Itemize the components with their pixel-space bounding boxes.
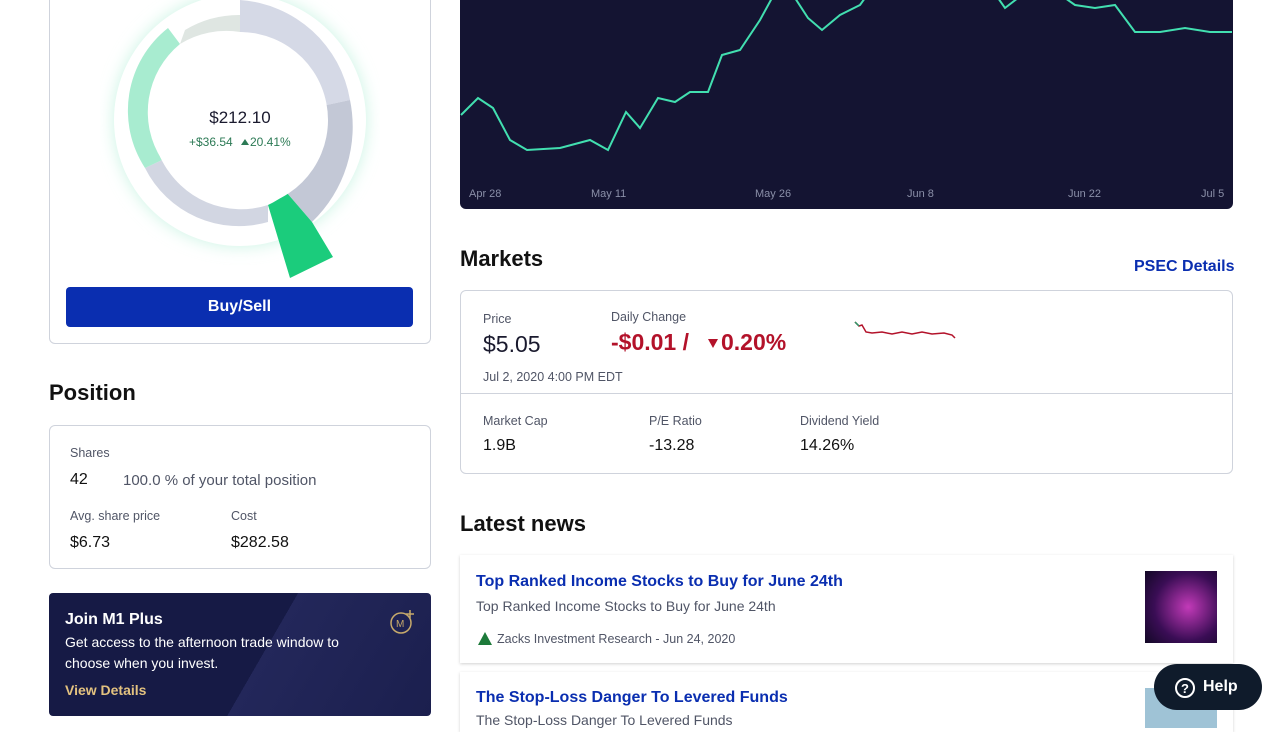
stat-value: -13.28 [649, 437, 695, 454]
price-line [460, 0, 1232, 152]
svg-text:M: M [396, 619, 404, 630]
headline[interactable]: Top Ranked Income Stocks to Buy for June… [476, 573, 843, 590]
x-label: May 26 [755, 188, 792, 200]
label: Price [483, 312, 512, 326]
headline[interactable]: The Stop-Loss Danger To Levered Funds [476, 689, 788, 706]
buy-sell-button[interactable]: Buy/Sell [66, 287, 413, 327]
news-thumbnail [1145, 571, 1217, 643]
cost: $282.58 [231, 534, 289, 551]
stat-value: 1.9B [483, 437, 516, 454]
donut [114, 0, 366, 278]
daily-change-pct: 0.20% [721, 329, 787, 355]
news-title: Latest news [460, 511, 586, 536]
help-button[interactable] [1154, 664, 1262, 710]
shares: 42 [70, 471, 88, 488]
m1-plus-icon: M [390, 610, 414, 634]
daily-change: -$0.01 / [611, 329, 689, 355]
slice [287, 100, 353, 222]
details-link[interactable]: PSEC Details [1134, 258, 1235, 275]
up-icon [241, 139, 249, 145]
avg-price: $6.73 [70, 534, 111, 551]
svg-text:?: ? [1181, 681, 1189, 696]
portfolio-change-pct: 20.41% [250, 135, 291, 149]
slice [127, 28, 180, 168]
help-icon: ? [1175, 678, 1195, 698]
promo-title: Join M1 Plus [65, 611, 163, 628]
promo-link[interactable]: View Details [65, 682, 147, 698]
stat-label: P/E Ratio [649, 414, 702, 428]
x-label: Jun 8 [907, 188, 934, 200]
summary: The Stop-Loss Danger To Levered Funds [476, 712, 733, 728]
x-label: May 11 [591, 188, 627, 200]
sparkline [854, 321, 956, 339]
label: Avg. share price [70, 509, 161, 523]
label: Cost [231, 509, 257, 523]
source-icon [478, 632, 492, 645]
slice [180, 14, 240, 45]
divider [461, 393, 1232, 394]
share-pct: 100.0 % of your total position [123, 472, 317, 489]
slice [268, 193, 333, 278]
slice [145, 160, 268, 227]
quote-date: Jul 2, 2020 4:00 PM EDT [483, 370, 623, 384]
price: $5.05 [483, 331, 541, 357]
donut-hole [152, 32, 328, 208]
promo-text: Get access to the afternoon trade window… [65, 634, 339, 671]
markets-card [460, 290, 1233, 474]
label: Daily Change [611, 310, 687, 324]
portfolio-change: +$36.54 [189, 135, 233, 149]
promo-card [49, 593, 431, 716]
source: Zacks Investment Research - Jun 24, 2020 [497, 632, 736, 646]
down-icon [708, 339, 718, 348]
stat-value: 14.26% [800, 437, 855, 454]
stat-label: Dividend Yield [800, 414, 880, 428]
x-label: Apr 28 [469, 188, 502, 200]
portfolio-value: $212.10 [209, 108, 271, 127]
markets-title: Markets [460, 246, 544, 271]
chart-bg [460, 0, 1233, 209]
summary: Top Ranked Income Stocks to Buy for June… [476, 598, 776, 614]
help-label: Help [1203, 678, 1238, 695]
x-label: Jun 22 [1068, 188, 1102, 200]
news-item[interactable] [460, 555, 1233, 663]
stat-label: Market Cap [483, 414, 548, 428]
price-chart [460, 0, 1233, 209]
x-label: Jul 5 [1201, 188, 1225, 200]
position-card [49, 425, 431, 569]
label: Shares [70, 446, 110, 460]
position-title: Position [49, 380, 136, 405]
